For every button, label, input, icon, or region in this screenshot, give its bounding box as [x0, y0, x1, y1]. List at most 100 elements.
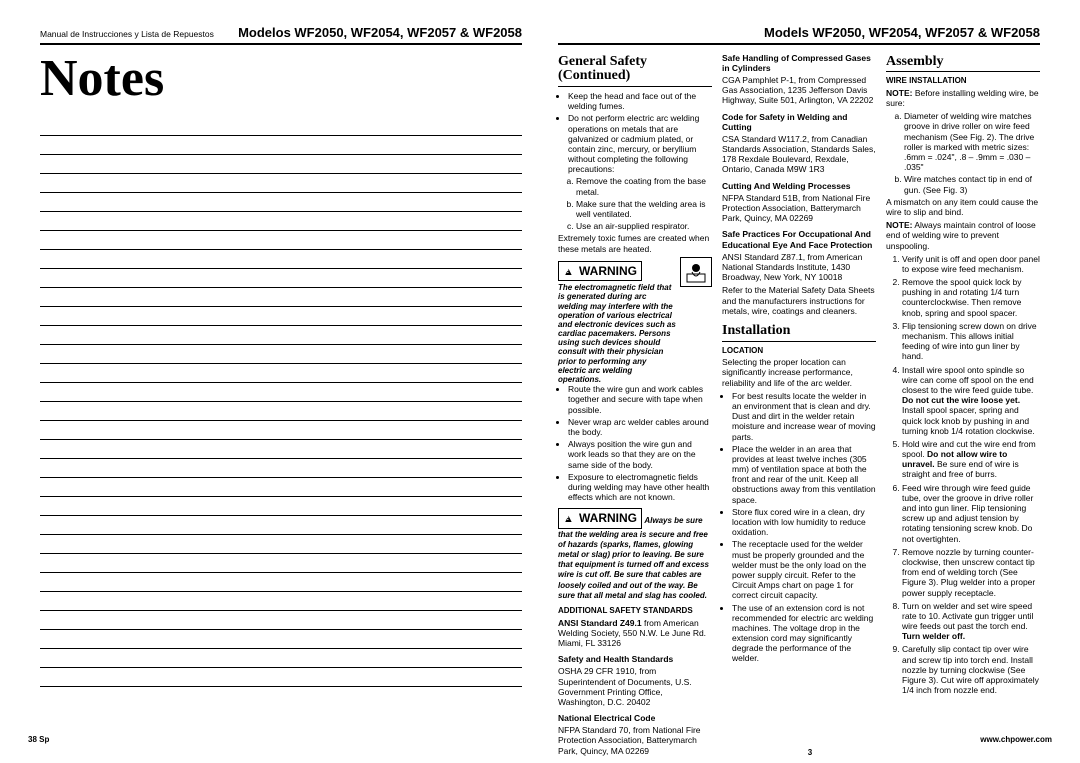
- note-line: [40, 174, 522, 193]
- note-2: NOTE: Always maintain control of loose e…: [886, 220, 1040, 251]
- left-footer-left: 38 Sp: [28, 735, 49, 745]
- c1-bullets-2: Route the wire gun and work cables toget…: [558, 384, 712, 502]
- location-intro: Selecting the proper location can signif…: [722, 357, 876, 388]
- note-line: [40, 288, 522, 307]
- safe-handling-hdr: Safe Handling of Compressed Gases in Cyl…: [722, 53, 876, 73]
- gen-safety-title: General Safety (Continued): [558, 55, 712, 84]
- note-line: [40, 421, 522, 440]
- assembly-title: Assembly: [886, 55, 1040, 70]
- note-line: [40, 516, 522, 535]
- notes-title: Notes: [40, 53, 522, 105]
- note-line: [40, 383, 522, 402]
- safety-health-hdr: Safety and Health Standards: [558, 654, 712, 664]
- safe-handling-txt: CGA Pamphlet P-1, from Compressed Gas As…: [722, 75, 876, 106]
- list-item: Feed wire through wire feed guide tube, …: [902, 483, 1040, 544]
- list-item: Flip tensioning screw down on drive mech…: [902, 321, 1040, 362]
- list-item: For best results locate the welder in an…: [732, 391, 876, 442]
- list-item: Remove the spool quick lock by pushing i…: [902, 277, 1040, 318]
- note-line: [40, 231, 522, 250]
- list-item: The receptacle used for the welder must …: [732, 539, 876, 600]
- note-line: [40, 117, 522, 136]
- list-item: Always position the wire gun and work le…: [568, 439, 712, 470]
- right-rule: [558, 43, 1040, 45]
- list-item: Turn on welder and set wire speed rate t…: [902, 601, 1040, 642]
- sub-rule-3: [886, 71, 1040, 72]
- list-item: Hold wire and cut the wire end from spoo…: [902, 439, 1040, 480]
- note-line: [40, 212, 522, 231]
- note-line: [40, 250, 522, 269]
- ansi-line: ANSI Standard Z49.1 from American Weldin…: [558, 618, 712, 649]
- safe-practices-txt: ANSI Standard Z87.1, from American Natio…: [722, 252, 876, 283]
- warning-2-box: WARNING: [558, 508, 642, 528]
- left-page: Manual de Instrucciones y Lista de Repue…: [0, 0, 540, 763]
- col-3: Assembly WIRE INSTALLATION NOTE: Before …: [886, 53, 1040, 759]
- warning-1-box: WARNING: [558, 261, 642, 281]
- additional-std-hdr: ADDITIONAL SAFETY STANDARDS: [558, 606, 712, 616]
- columns: General Safety (Continued) Keep the head…: [558, 53, 1040, 759]
- warning-1-text: The electromagnetic field that is genera…: [558, 283, 676, 384]
- c1-after-sublist: Extremely toxic fumes are created when t…: [558, 233, 712, 253]
- note-1: NOTE: Before installing welding wire, be…: [886, 88, 1040, 108]
- note-line: [40, 497, 522, 516]
- list-item: Route the wire gun and work cables toget…: [568, 384, 712, 415]
- right-footer: www.chpower.com: [568, 735, 1052, 745]
- note-line: [40, 478, 522, 497]
- list-item: Wire matches contact tip in end of gun. …: [904, 174, 1040, 194]
- list-item: Keep the head and face out of the weldin…: [568, 91, 712, 111]
- assembly-steps: Verify unit is off and open door panel t…: [886, 254, 1040, 696]
- wire-install-hdr: WIRE INSTALLATION: [886, 76, 1040, 86]
- mismatch-txt: A mismatch on any item could cause the w…: [886, 197, 1040, 217]
- sub-rule-2: [722, 341, 876, 342]
- note-line: [40, 573, 522, 592]
- c1-sublist: Remove the coating from the base metal.M…: [558, 176, 712, 231]
- list-item: The use of an extension cord is not reco…: [732, 603, 876, 664]
- note-line: [40, 345, 522, 364]
- cutting-txt: NFPA Standard 51B, from National Fire Pr…: [722, 193, 876, 224]
- warning-1: WARNING The electromagnetic field that i…: [558, 257, 712, 384]
- right-page: Models WF2050, WF2054, WF2057 & WF2058 G…: [540, 0, 1080, 763]
- note-line: [40, 193, 522, 212]
- list-item: Use an air-supplied respirator.: [576, 221, 712, 231]
- list-item: Place the welder in an area that provide…: [732, 444, 876, 505]
- note-lines: [40, 117, 522, 687]
- note-line: [40, 402, 522, 421]
- note-line: [40, 136, 522, 155]
- note-line: [40, 307, 522, 326]
- left-header-models: Modelos WF2050, WF2054, WF2057 & WF2058: [238, 25, 522, 41]
- list-item: Diameter of welding wire matches groove …: [904, 111, 1040, 172]
- c1-bullets-1: Keep the head and face out of the weldin…: [558, 91, 712, 175]
- list-item: Install wire spool onto spindle so wire …: [902, 365, 1040, 436]
- cutting-hdr: Cutting And Welding Processes: [722, 181, 876, 191]
- safe-practices-hdr: Safe Practices For Occupational And Educ…: [722, 229, 876, 249]
- note-line: [40, 649, 522, 668]
- note-line: [40, 668, 522, 687]
- warning-2-label: WARNING: [579, 511, 637, 525]
- c3-sublist: Diameter of welding wire matches groove …: [886, 111, 1040, 195]
- note-line: [40, 535, 522, 554]
- left-footer: 38 Sp: [28, 735, 512, 745]
- safety-health-txt: OSHA 29 CFR 1910, from Superintendent of…: [558, 666, 712, 707]
- col-2: Safe Handling of Compressed Gases in Cyl…: [722, 53, 876, 759]
- warn-triangle-icon-2: [563, 512, 575, 524]
- note-line: [40, 630, 522, 649]
- list-item: Never wrap arc welder cables around the …: [568, 417, 712, 437]
- list-item: Exposure to electromagnetic fields durin…: [568, 472, 712, 503]
- list-item: Do not perform electric arc welding oper…: [568, 113, 712, 174]
- location-bullets: For best results locate the welder in an…: [722, 391, 876, 664]
- note-line: [40, 554, 522, 573]
- right-page-num: 3: [540, 748, 1080, 758]
- note-line: [40, 459, 522, 478]
- sub-rule-1: [558, 86, 712, 87]
- warn-triangle-icon: [563, 265, 575, 277]
- right-footer-right: www.chpower.com: [980, 735, 1052, 745]
- col-1: General Safety (Continued) Keep the head…: [558, 53, 712, 759]
- installation-title: Installation: [722, 324, 876, 339]
- location-hdr: LOCATION: [722, 346, 876, 356]
- left-rule: [40, 43, 522, 45]
- list-item: Make sure that the welding area is well …: [576, 199, 712, 219]
- note-line: [40, 611, 522, 630]
- right-header-models: Models WF2050, WF2054, WF2057 & WF2058: [764, 25, 1040, 41]
- nec-hdr: National Electrical Code: [558, 713, 712, 723]
- right-header: Models WF2050, WF2054, WF2057 & WF2058: [558, 25, 1040, 41]
- code-safety-hdr: Code for Safety in Welding and Cutting: [722, 112, 876, 132]
